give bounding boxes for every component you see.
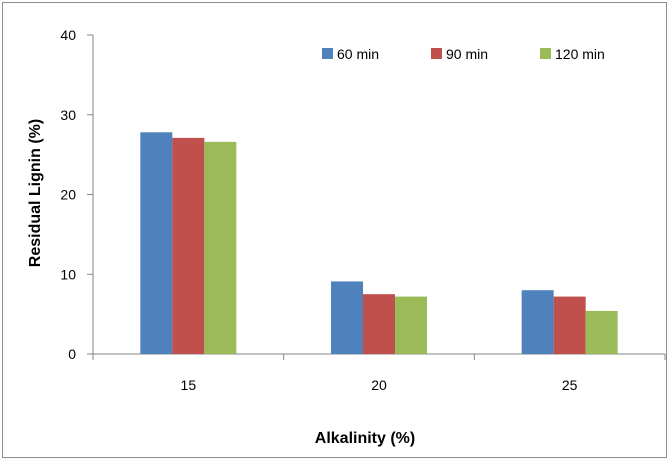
- bar-60-min-20: [331, 281, 363, 354]
- bar-60-min-25: [521, 290, 554, 354]
- bars: [140, 132, 618, 354]
- x-tick-label: 25: [562, 377, 578, 393]
- y-tick-label: 10: [60, 266, 76, 282]
- x-tick-label: 15: [181, 377, 197, 393]
- chart-area: [2, 2, 667, 458]
- bar-90-min-20: [363, 294, 395, 354]
- legend-swatch: [322, 48, 333, 59]
- bar-120-min-15: [204, 141, 237, 354]
- bar-90-min-25: [553, 296, 586, 354]
- legend-label: 120 min: [555, 46, 605, 62]
- y-axis: 0 10 20 30 40: [60, 27, 94, 362]
- x-axis-title: Alkalinity (%): [315, 430, 415, 447]
- x-axis: 15 20 25: [92, 353, 666, 393]
- legend-swatch: [431, 48, 442, 59]
- y-tick-label: 40: [60, 27, 76, 43]
- legend: 60 min 90 min 120 min: [322, 46, 605, 62]
- bar-90-min-15: [172, 137, 205, 354]
- bar-120-min-20: [395, 296, 427, 354]
- legend-label: 90 min: [446, 46, 488, 62]
- bar-120-min-25: [585, 310, 618, 354]
- bar-60-min-15: [140, 132, 173, 354]
- y-axis-title: Residual Lignin (%): [27, 119, 44, 267]
- x-tick-label: 20: [371, 377, 387, 393]
- y-tick-label: 30: [60, 107, 76, 123]
- legend-label: 60 min: [337, 46, 379, 62]
- y-tick-label: 0: [68, 346, 76, 362]
- legend-swatch: [540, 48, 551, 59]
- y-tick-label: 20: [60, 187, 76, 203]
